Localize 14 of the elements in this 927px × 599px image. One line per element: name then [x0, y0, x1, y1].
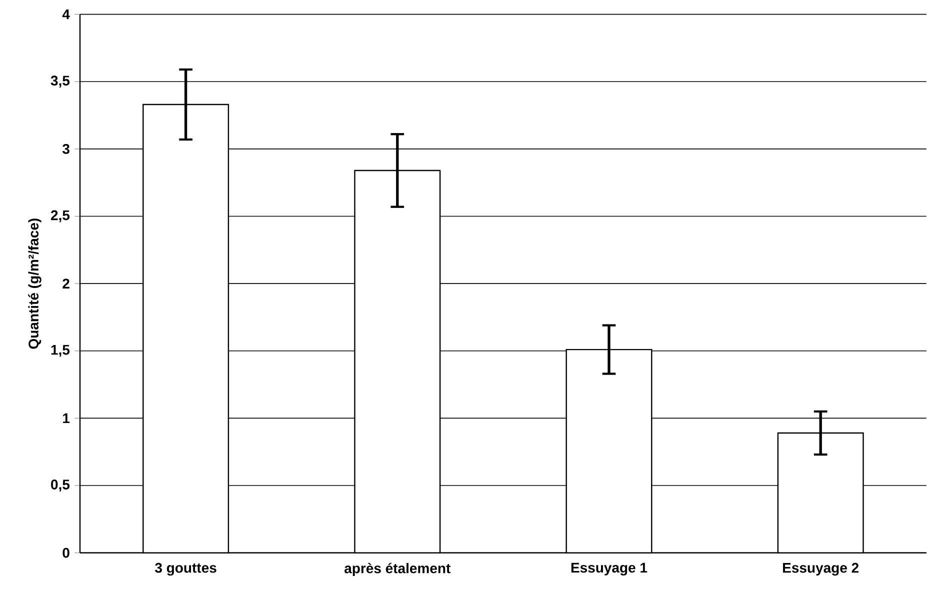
y-tick-label: 3,5 — [50, 76, 70, 88]
x-tick-label: 3 gouttes — [155, 562, 216, 576]
y-tick-label: 4 — [62, 10, 70, 20]
x-tick-label: Essuyage 1 — [571, 562, 648, 576]
y-tick-label: 0,5 — [51, 480, 70, 492]
y-tick-label: 2,5 — [50, 210, 70, 222]
y-tick-label: 1,5 — [51, 345, 70, 357]
y-tick-label: 1 — [63, 413, 70, 424]
y-axis-title: Quantité (g/m²/face) — [28, 218, 42, 349]
x-tick-label: après étalement — [344, 562, 450, 576]
y-tick-label: 2 — [62, 278, 70, 289]
x-tick-label: Essuyage 2 — [783, 562, 859, 576]
y-tick-label: 0 — [62, 548, 70, 558]
y-tick-label: 3 — [62, 144, 70, 154]
